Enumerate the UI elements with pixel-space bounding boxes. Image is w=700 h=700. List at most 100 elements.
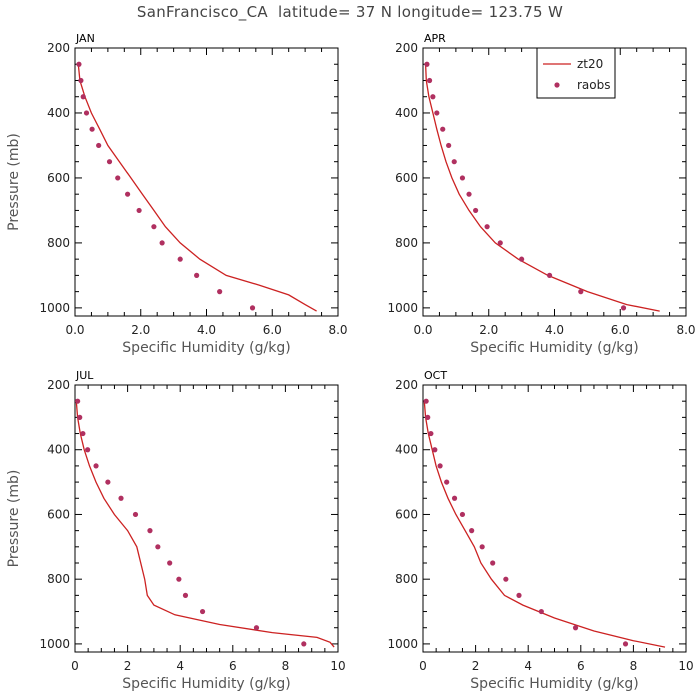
data-point-raobs <box>217 289 223 295</box>
data-point-raobs <box>194 272 200 278</box>
y-tick-label: 200 <box>47 378 70 392</box>
series-line-zt20 <box>423 401 666 648</box>
data-point-raobs <box>484 224 490 230</box>
data-point-raobs <box>620 305 627 311</box>
y-tick-label: 1000 <box>39 637 70 651</box>
y-tick-label: 400 <box>47 106 70 120</box>
data-point-raobs <box>423 398 429 404</box>
panel-jul: JUL 0 2 4 6 8 10 200 400 600 800 1000 Specific Humid… <box>6 369 346 692</box>
data-point-raobs <box>490 560 496 566</box>
legend-dot-swatch <box>554 82 560 88</box>
y-tick-label: 800 <box>395 572 418 586</box>
y-tick-label: 400 <box>395 443 418 457</box>
x-axis-label: Specific Humidity (g/kg) <box>122 676 290 692</box>
data-point-raobs <box>479 544 485 550</box>
data-point-raobs <box>176 576 182 582</box>
data-point-raobs <box>301 641 307 647</box>
x-tick-label: 0.0 <box>413 323 432 337</box>
data-point-raobs <box>432 447 438 453</box>
x-tick-label: 4 <box>524 659 532 673</box>
panel-label: OCT <box>424 369 447 382</box>
data-point-raobs <box>249 305 256 311</box>
x-axis-label: Specific Humidity (g/kg) <box>470 340 638 356</box>
data-point-raobs <box>136 207 142 214</box>
y-tick-label: 800 <box>47 236 70 250</box>
y-tick-label: 600 <box>395 171 418 185</box>
data-point-raobs <box>459 511 466 518</box>
legend: zt20 raobs <box>536 47 616 99</box>
data-point-raobs <box>451 495 458 501</box>
plot-frame <box>74 384 339 653</box>
x-tick-label: 2.0 <box>131 323 150 337</box>
y-tick-label: 800 <box>47 572 70 586</box>
data-point-raobs <box>473 207 479 214</box>
y-axis-label: Pressure (mb) <box>6 470 22 568</box>
y-tick-label: 200 <box>395 41 418 55</box>
x-tick-label: 8.0 <box>328 323 347 337</box>
data-point-raobs <box>177 256 183 262</box>
data-point-raobs <box>75 398 81 404</box>
x-tick-label: 6.0 <box>263 323 282 337</box>
x-tick-label: 0 <box>71 659 79 673</box>
data-point-raobs <box>446 142 452 149</box>
data-point-raobs <box>437 463 443 469</box>
data-point-raobs <box>430 94 436 100</box>
data-point-raobs <box>80 94 86 100</box>
data-point-raobs <box>199 608 206 615</box>
panel-label: JUL <box>75 369 94 382</box>
data-point-raobs <box>83 110 90 116</box>
y-tick-label: 600 <box>395 507 418 521</box>
panel-oct: OCT 0 2 4 6 8 10 200 400 600 800 1000 Specific Humid… <box>387 369 693 692</box>
data-point-raobs <box>105 479 111 485</box>
data-point-raobs <box>440 126 446 132</box>
x-tick-label: 10 <box>678 659 693 673</box>
data-point-raobs <box>132 511 139 518</box>
x-tick-label: 4 <box>176 659 184 673</box>
data-point-raobs <box>459 175 466 181</box>
x-tick-label: 2 <box>124 659 132 673</box>
y-tick-label: 600 <box>47 171 70 185</box>
data-point-raobs <box>538 608 544 615</box>
data-point-raobs <box>469 528 475 534</box>
x-tick-label: 8.0 <box>676 323 695 337</box>
data-point-raobs <box>516 592 522 598</box>
data-point-raobs <box>182 592 189 598</box>
y-tick-label: 200 <box>47 41 70 55</box>
data-point-raobs <box>434 110 440 116</box>
data-point-raobs <box>253 625 260 631</box>
y-axis-label: Pressure (mb) <box>6 133 22 231</box>
x-tick-label: 8 <box>282 659 290 673</box>
legend-label-zt20: zt20 <box>577 57 603 71</box>
data-point-raobs <box>497 240 503 246</box>
series-line-zt20 <box>75 401 335 648</box>
data-point-raobs <box>77 414 83 420</box>
panel-jan: JAN 0.0 2.0 4.0 6.0 8.0 200 400 600 800 1000 Specif… <box>6 32 348 356</box>
data-point-raobs <box>578 289 584 295</box>
x-axis-label: Specific Humidity (g/kg) <box>470 676 638 692</box>
data-point-raobs <box>519 256 525 262</box>
data-point-raobs <box>425 414 431 420</box>
x-tick-label: 6 <box>577 659 585 673</box>
legend-box <box>536 47 616 99</box>
x-tick-label: 6.0 <box>611 323 630 337</box>
data-point-raobs <box>76 61 82 67</box>
x-tick-label: 0.0 <box>65 323 84 337</box>
data-point-raobs <box>96 142 102 149</box>
panel-label: JAN <box>75 32 95 45</box>
chart-title: SanFrancisco_CA latitude= 37 N longitude… <box>136 3 564 21</box>
data-point-raobs <box>503 576 509 582</box>
data-point-raobs <box>93 463 99 469</box>
y-tick-label: 400 <box>395 106 418 120</box>
x-tick-label: 6 <box>229 659 237 673</box>
data-point-raobs <box>106 159 113 165</box>
data-point-raobs <box>451 159 457 165</box>
y-tick-label: 600 <box>47 507 70 521</box>
y-tick-label: 1000 <box>387 637 418 651</box>
x-axis-label: Specific Humidity (g/kg) <box>122 340 290 356</box>
y-tick-label: 1000 <box>39 301 70 315</box>
data-point-raobs <box>155 544 161 550</box>
data-point-raobs <box>622 641 629 647</box>
legend-label-raobs: raobs <box>577 78 611 92</box>
data-point-raobs <box>167 560 173 566</box>
